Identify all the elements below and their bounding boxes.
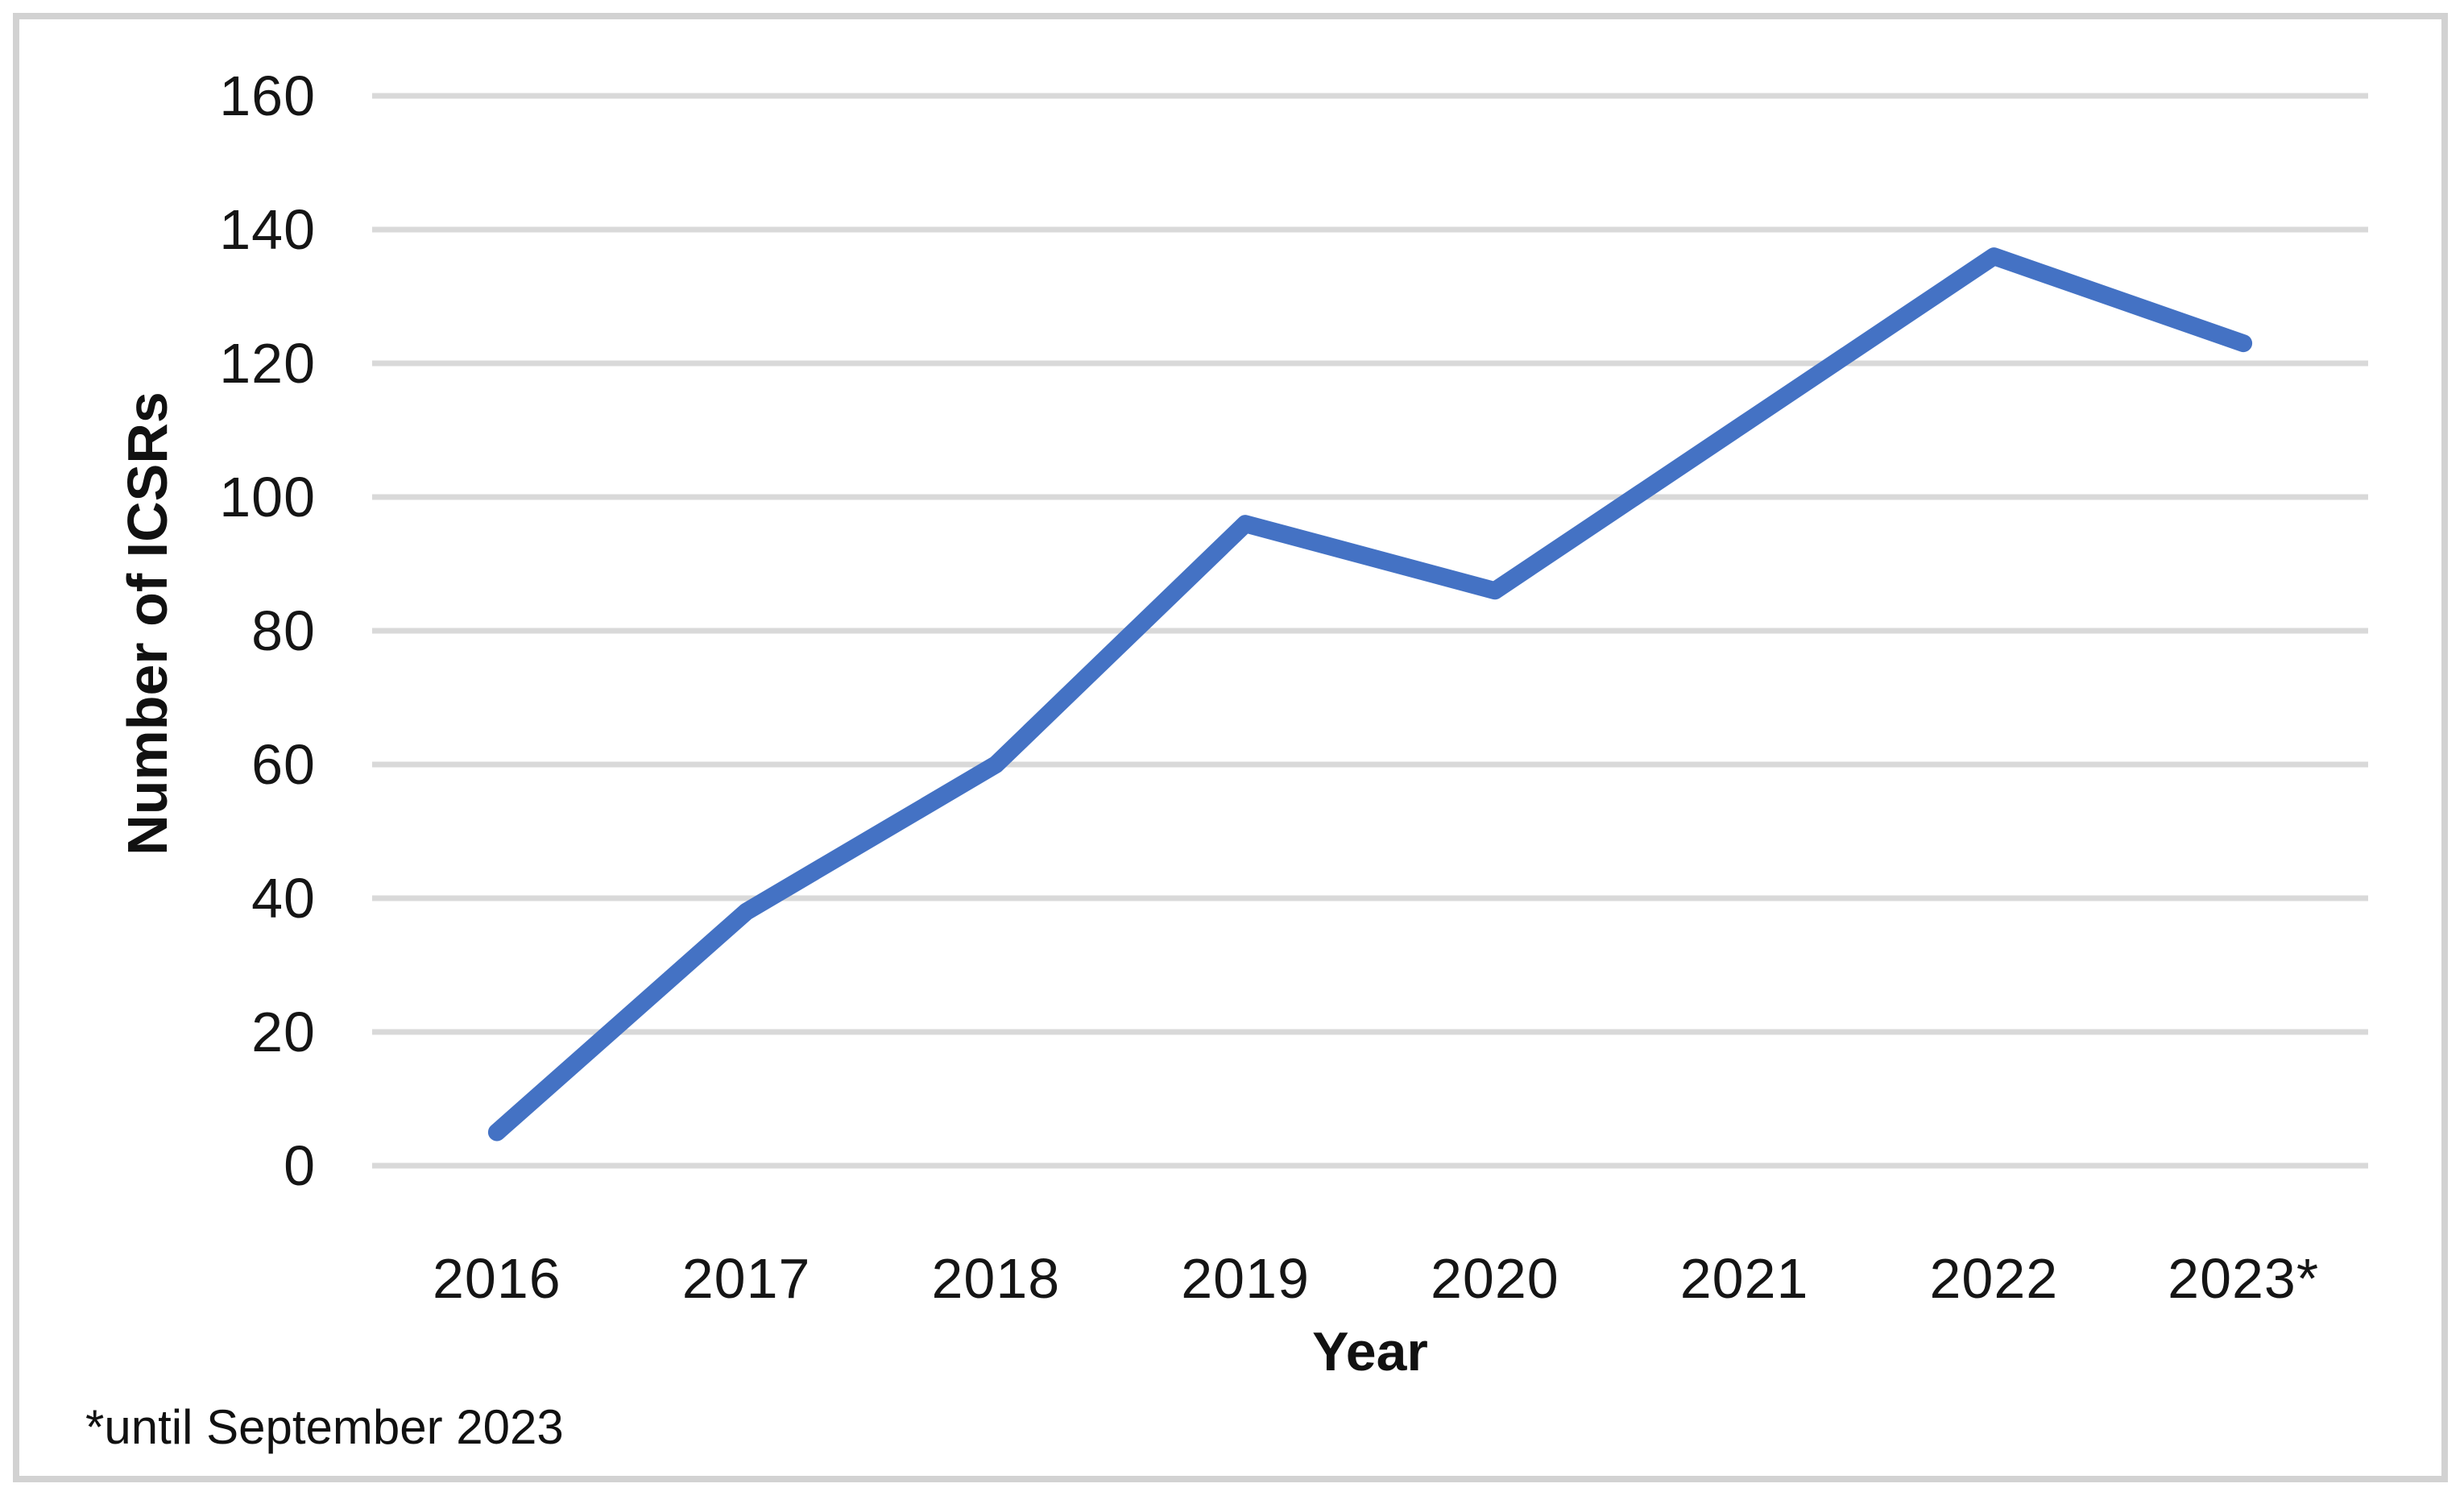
x-tick-label-2016: 2016 bbox=[433, 1247, 561, 1310]
x-tick-label-2019: 2019 bbox=[1181, 1247, 1310, 1310]
y-tick-label-40: 40 bbox=[251, 867, 316, 930]
x-tick-label-2023: 2023* bbox=[2168, 1247, 2320, 1310]
y-tick-label-120: 120 bbox=[219, 332, 316, 395]
y-tick-label-140: 140 bbox=[219, 198, 316, 261]
x-tick-label-2021: 2021 bbox=[1679, 1247, 1809, 1310]
chart-footnote: *until September 2023 bbox=[85, 1400, 564, 1454]
y-tick-label-20: 20 bbox=[251, 1001, 316, 1063]
y-tick-label-80: 80 bbox=[251, 599, 316, 662]
icsr-series-line bbox=[487, 247, 2253, 1142]
y-tick-label-60: 60 bbox=[251, 733, 316, 796]
x-tick-label-2020: 2020 bbox=[1431, 1247, 1559, 1310]
gridlines bbox=[372, 93, 2368, 1169]
x-tick-label-2017: 2017 bbox=[681, 1247, 811, 1310]
y-tick-label-100: 100 bbox=[219, 466, 316, 528]
x-tick-label-2018: 2018 bbox=[931, 1247, 1061, 1310]
y-axis-title: Number of ICSRs bbox=[116, 392, 179, 856]
x-tick-label-2022: 2022 bbox=[1929, 1247, 2059, 1310]
y-tick-label-160: 160 bbox=[219, 64, 316, 127]
y-tick-label-0: 0 bbox=[284, 1134, 316, 1197]
x-axis-title: Year bbox=[1312, 1321, 1428, 1382]
